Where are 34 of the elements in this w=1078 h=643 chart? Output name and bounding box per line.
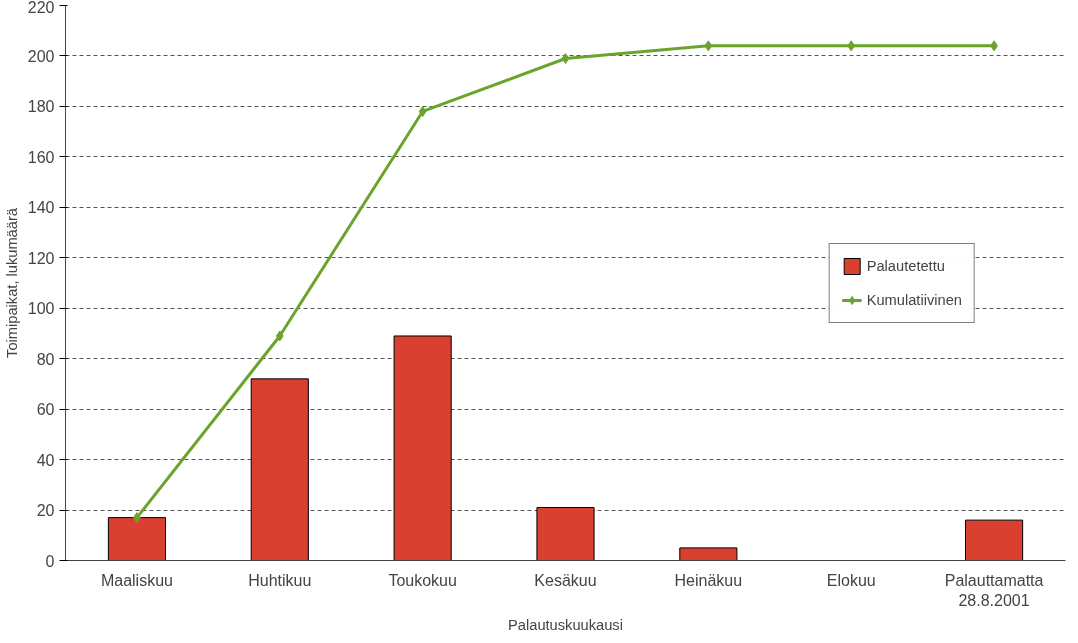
x-axis-title: Palautuskuukausi	[508, 616, 623, 633]
x-tick-label: Heinäkuu	[674, 571, 743, 589]
point	[847, 40, 856, 52]
y-tick-label: 60	[36, 401, 55, 419]
y-tick-label: 180	[27, 98, 55, 116]
y-tick-label: 120	[27, 249, 55, 267]
y-tick-label: 40	[36, 451, 55, 469]
x-tick-label: Kesäkuu	[534, 571, 597, 589]
y-axis-title: Toimipaikat, lukumäärä	[3, 207, 20, 358]
legend-label: Palautetettu	[866, 257, 945, 274]
x-tick-label: Maaliskuu	[100, 571, 173, 589]
point	[704, 40, 713, 52]
y-tick-label: 0	[45, 552, 55, 570]
bar	[250, 378, 309, 561]
y-tick-label: 140	[27, 199, 55, 217]
x-tick-label: Huhtikuu	[248, 571, 312, 589]
x-tick-label: Toukokuu	[388, 571, 457, 589]
y-tick-label: 80	[36, 350, 55, 368]
x-tick-label: Palauttamatta 28.8.2001	[944, 571, 1044, 609]
bar	[965, 519, 1024, 561]
y-tick-label: 100	[27, 300, 55, 318]
bar	[393, 335, 452, 561]
y-tick-label: 160	[27, 148, 55, 166]
point	[418, 105, 427, 117]
point	[275, 330, 284, 342]
x-tick-label: Elokuu	[826, 571, 876, 589]
bar	[107, 517, 166, 561]
y-tick-label: 200	[27, 47, 55, 65]
bar	[679, 547, 738, 561]
y-tick-label: 20	[36, 502, 55, 520]
bar	[536, 507, 595, 561]
point	[561, 52, 570, 64]
y-tick-label: 220	[27, 0, 55, 16]
legend-label: Kumulatiivinen	[866, 291, 962, 308]
